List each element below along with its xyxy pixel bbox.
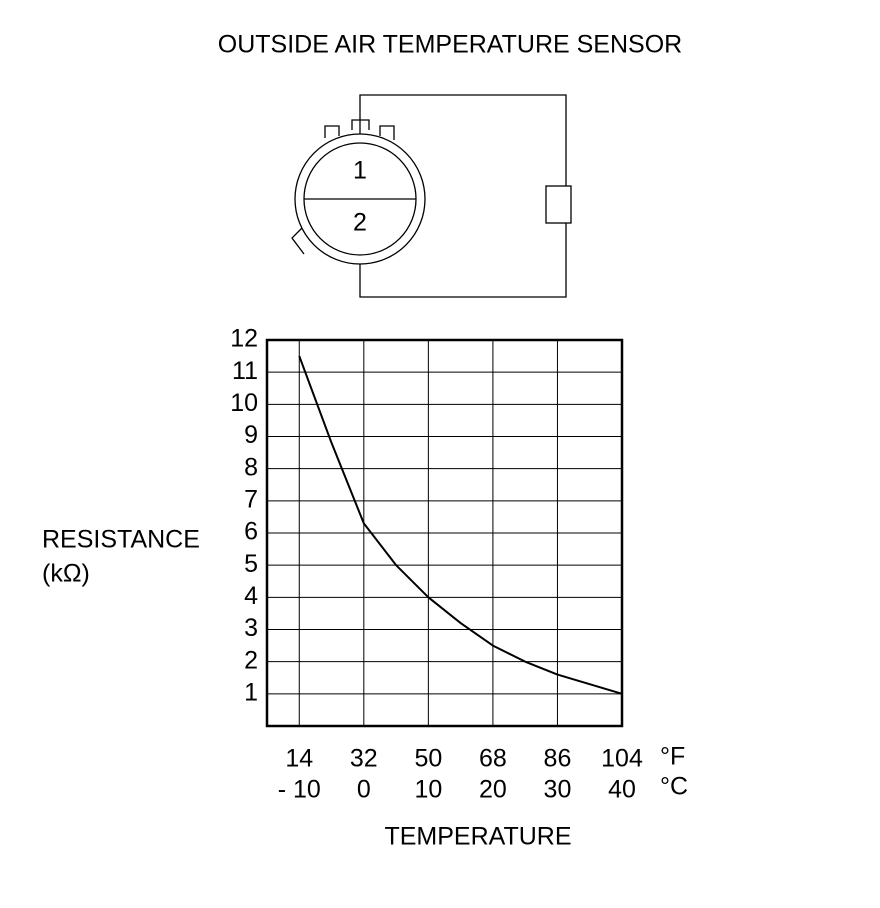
x-unit-label: °C: [660, 773, 688, 801]
y-tick-label: 2: [244, 646, 258, 674]
x-tick-label: - 10: [278, 776, 321, 804]
y-tick-label: 3: [244, 614, 258, 642]
pin-label: 1: [353, 157, 367, 185]
x-tick-label-f: 14: [285, 745, 313, 773]
x-tick-label: 30: [544, 776, 572, 804]
y-tick-label: 11: [232, 357, 258, 385]
x-axis-label: TEMPERATURE: [384, 823, 571, 851]
connector: 1 2: [291, 119, 426, 265]
y-tick-label: 5: [244, 550, 258, 578]
y-axis-label: (kΩ): [42, 560, 90, 588]
x-tick-label: 20: [479, 776, 507, 804]
y-tick-label: 6: [244, 518, 258, 546]
x-tick-label: 10: [414, 776, 442, 804]
pin-label: 2: [353, 209, 367, 237]
curve: [298, 355, 623, 695]
x-tick-label: 0: [357, 776, 371, 804]
x-tick-label: 40: [608, 776, 636, 804]
y-tick-label: 10: [230, 389, 258, 417]
y-tick-label: 7: [244, 485, 258, 513]
x-unit-label: °F: [660, 743, 685, 771]
wire: [359, 94, 567, 298]
plot-frame: [265, 338, 624, 728]
connector-key: [291, 227, 305, 255]
y-axis-label: RESISTANCE: [42, 526, 200, 554]
y-tick-label: 9: [244, 421, 258, 449]
resistor: [545, 185, 572, 224]
x-tick-label-f: 86: [544, 745, 572, 773]
x-tick-label-f: 32: [350, 745, 378, 773]
x-tick-label-f: 104: [601, 745, 643, 773]
y-tick-label: 4: [244, 582, 258, 610]
title: OUTSIDE AIR TEMPERATURE SENSOR: [218, 31, 682, 59]
x-tick-label-f: 68: [479, 745, 507, 773]
y-tick-label: 12: [230, 325, 258, 353]
y-tick-label: 1: [244, 678, 258, 706]
y-tick-label: 8: [244, 453, 258, 481]
x-tick-label-f: 50: [414, 745, 442, 773]
